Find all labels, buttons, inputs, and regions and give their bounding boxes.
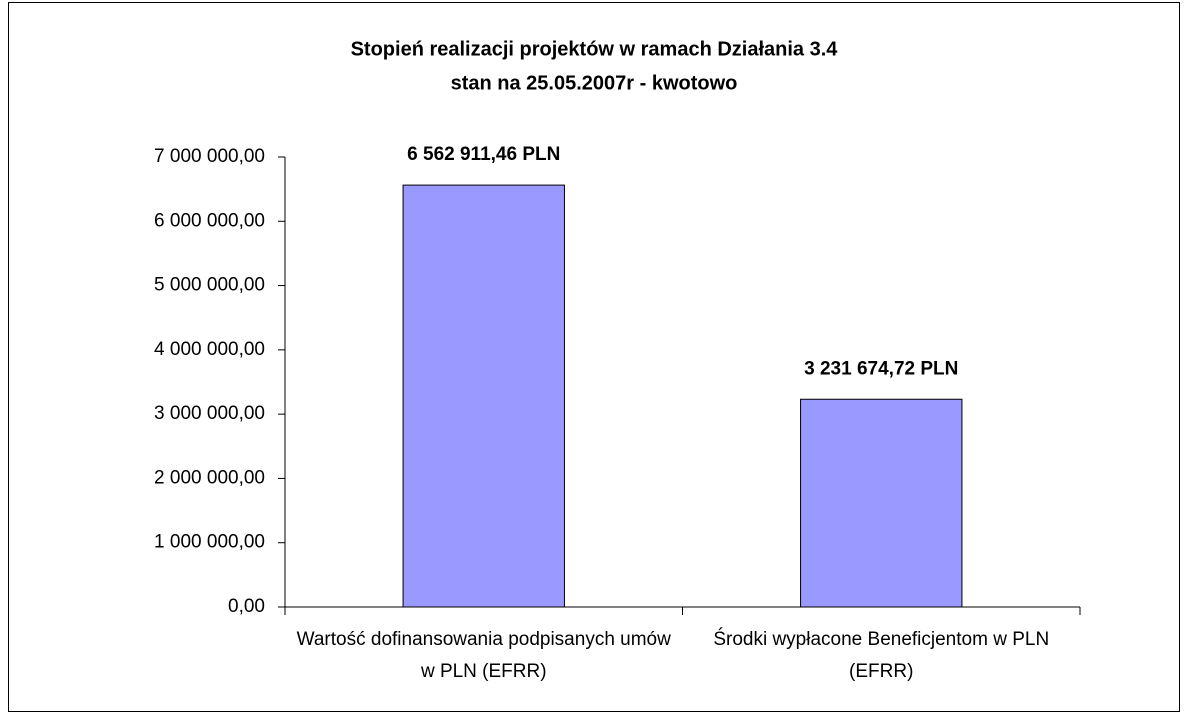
x-tick-label: Środki wypłacone Beneficjentom w PLN (EF…	[713, 629, 1050, 682]
chart-frame	[8, 2, 1180, 712]
y-tick-label: 5 000 000,00	[154, 275, 265, 296]
y-tick-label: 3 000 000,00	[154, 403, 265, 424]
y-tick-label: 0,00	[228, 596, 265, 617]
x-tick-label: Wartość dofinansowania podpisanych umów …	[296, 629, 671, 682]
bar	[402, 184, 565, 608]
y-tick-label: 7 000 000,00	[154, 146, 265, 167]
chart-title: Stopień realizacji projektów w ramach Dz…	[351, 38, 839, 60]
y-tick-label: 4 000 000,00	[154, 339, 265, 360]
chart-subtitle: stan na 25.05.2007r - kwotowo	[451, 72, 738, 94]
y-tick-label: 1 000 000,00	[154, 532, 265, 553]
value-label: 6 562 911,46 PLN	[407, 144, 560, 165]
value-label: 3 231 674,72 PLN	[804, 358, 958, 379]
y-tick-label: 6 000 000,00	[154, 210, 265, 231]
y-tick-label: 2 000 000,00	[154, 467, 265, 488]
bar	[800, 398, 963, 608]
